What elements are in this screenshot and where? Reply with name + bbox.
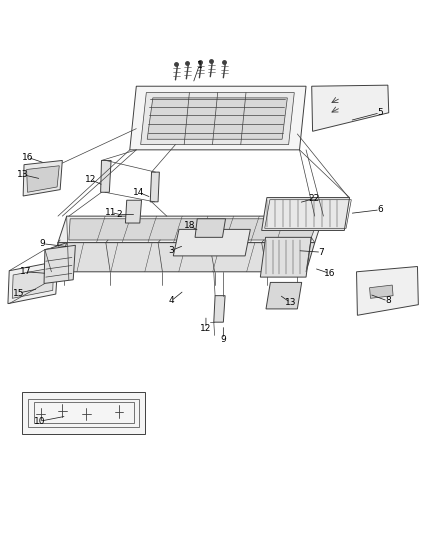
- Text: 4: 4: [168, 296, 174, 305]
- Polygon shape: [101, 160, 111, 192]
- Polygon shape: [69, 219, 318, 240]
- Text: 8: 8: [385, 296, 391, 305]
- Polygon shape: [357, 266, 418, 316]
- Polygon shape: [195, 219, 226, 237]
- Polygon shape: [130, 86, 306, 150]
- Polygon shape: [125, 200, 141, 223]
- Circle shape: [129, 209, 136, 217]
- Text: 12: 12: [200, 324, 212, 333]
- Text: 6: 6: [377, 205, 383, 214]
- Text: 15: 15: [13, 288, 25, 297]
- Text: 3: 3: [168, 246, 174, 255]
- Text: 9: 9: [40, 239, 46, 248]
- Text: 9: 9: [220, 335, 226, 344]
- Polygon shape: [22, 392, 145, 433]
- Text: 10: 10: [33, 417, 45, 426]
- Polygon shape: [44, 245, 75, 284]
- Text: 13: 13: [18, 170, 29, 179]
- Circle shape: [207, 238, 214, 247]
- Text: 16: 16: [22, 153, 33, 162]
- Text: 12: 12: [85, 175, 96, 184]
- Polygon shape: [214, 296, 225, 322]
- Polygon shape: [261, 198, 350, 230]
- Text: 11: 11: [105, 208, 117, 217]
- Polygon shape: [173, 229, 251, 256]
- Circle shape: [273, 288, 286, 304]
- Text: 22: 22: [308, 194, 319, 203]
- Text: 1: 1: [197, 61, 202, 69]
- Polygon shape: [260, 237, 311, 277]
- Polygon shape: [150, 172, 159, 202]
- Text: 7: 7: [318, 248, 324, 257]
- Polygon shape: [312, 85, 389, 131]
- Polygon shape: [370, 285, 393, 298]
- Polygon shape: [23, 160, 62, 196]
- Text: 13: 13: [285, 298, 296, 307]
- Polygon shape: [8, 261, 58, 304]
- Polygon shape: [12, 268, 53, 298]
- Circle shape: [202, 233, 218, 252]
- Text: 2: 2: [116, 210, 122, 219]
- Polygon shape: [147, 98, 287, 139]
- Polygon shape: [51, 243, 315, 272]
- Polygon shape: [45, 243, 67, 277]
- Text: 16: 16: [324, 269, 336, 278]
- Text: 14: 14: [133, 188, 144, 197]
- Polygon shape: [266, 282, 302, 309]
- Text: 5: 5: [377, 108, 383, 117]
- Text: 17: 17: [20, 268, 31, 276]
- Polygon shape: [58, 216, 323, 243]
- Text: 18: 18: [184, 221, 195, 230]
- Polygon shape: [141, 93, 294, 144]
- Polygon shape: [27, 166, 59, 192]
